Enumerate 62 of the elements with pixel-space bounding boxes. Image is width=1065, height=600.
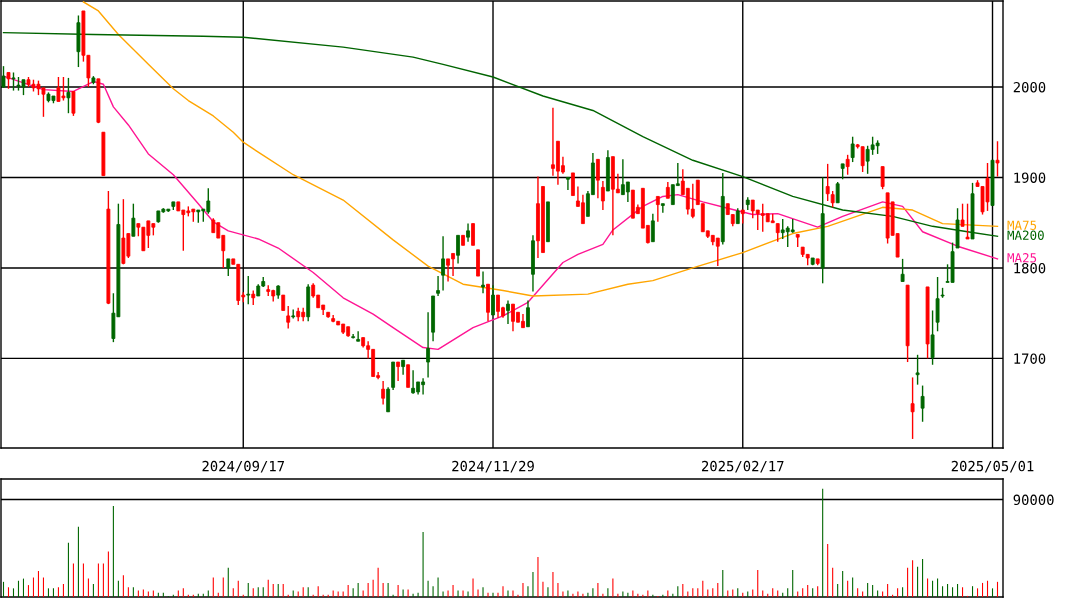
candlestick <box>11 71 16 92</box>
x-tick-label: 2025/05/01 <box>951 460 1034 473</box>
candlestick <box>436 275 440 297</box>
candlestick <box>381 380 386 406</box>
candlestick <box>900 258 905 283</box>
candlestick <box>660 202 665 214</box>
candlestick <box>441 235 445 292</box>
candlestick <box>775 222 780 243</box>
x-tick-label: 2024/11/29 <box>452 460 534 473</box>
candlestick <box>351 333 356 340</box>
series-label: MA75 <box>1007 220 1037 230</box>
candlestick <box>835 181 840 204</box>
y-tick-label: 1700 <box>1014 353 1046 364</box>
candlestick <box>600 180 605 211</box>
candlestick <box>131 202 136 237</box>
candlestick <box>71 90 76 117</box>
candlestick <box>411 369 416 395</box>
candlestick <box>935 276 940 332</box>
candlestick <box>396 361 401 382</box>
candlestick <box>471 222 475 247</box>
candlestick <box>915 354 920 386</box>
candlestick <box>595 158 600 199</box>
y-tick-label: 90000 <box>1013 494 1054 506</box>
candlestick <box>526 299 530 328</box>
candlestick <box>650 212 655 243</box>
candlestick <box>715 237 720 267</box>
candlestick <box>406 364 411 389</box>
candlestick <box>960 202 965 228</box>
candlestick <box>466 222 470 243</box>
x-tick-label: 2025/02/17 <box>701 460 784 473</box>
candlestick <box>625 181 630 203</box>
candlestick <box>995 140 1000 178</box>
candlestick <box>481 270 485 294</box>
candlestick <box>965 202 970 240</box>
series-label: MA200 <box>1007 230 1044 240</box>
x-tick-label: 2024/09/17 <box>202 460 285 473</box>
y-tick-label: 1800 <box>1014 262 1046 274</box>
y-tick-label: 1900 <box>1014 172 1046 183</box>
candlestick <box>571 172 575 197</box>
candlestick <box>845 154 850 176</box>
candlestick <box>356 330 361 342</box>
candlestick <box>66 77 71 114</box>
candlestick <box>655 195 660 223</box>
candlestick <box>910 376 915 440</box>
candlestick <box>426 311 430 379</box>
candlestick <box>566 176 570 191</box>
candlestick <box>491 284 495 316</box>
series-label: MA25 <box>1007 253 1037 263</box>
candlestick <box>850 136 855 163</box>
candlestick <box>920 384 925 423</box>
candlestick <box>690 183 695 219</box>
candlestick <box>246 275 251 305</box>
candlestick <box>456 234 460 265</box>
y-tick-label: 2000 <box>1013 81 1046 93</box>
candlestick <box>386 386 391 413</box>
line-series <box>82 1 999 297</box>
candlestick <box>506 299 510 325</box>
candlestick <box>930 309 935 366</box>
candlestick <box>880 165 885 190</box>
candlestick <box>286 305 291 330</box>
candlestick <box>825 163 830 202</box>
candlestick <box>1 65 6 89</box>
